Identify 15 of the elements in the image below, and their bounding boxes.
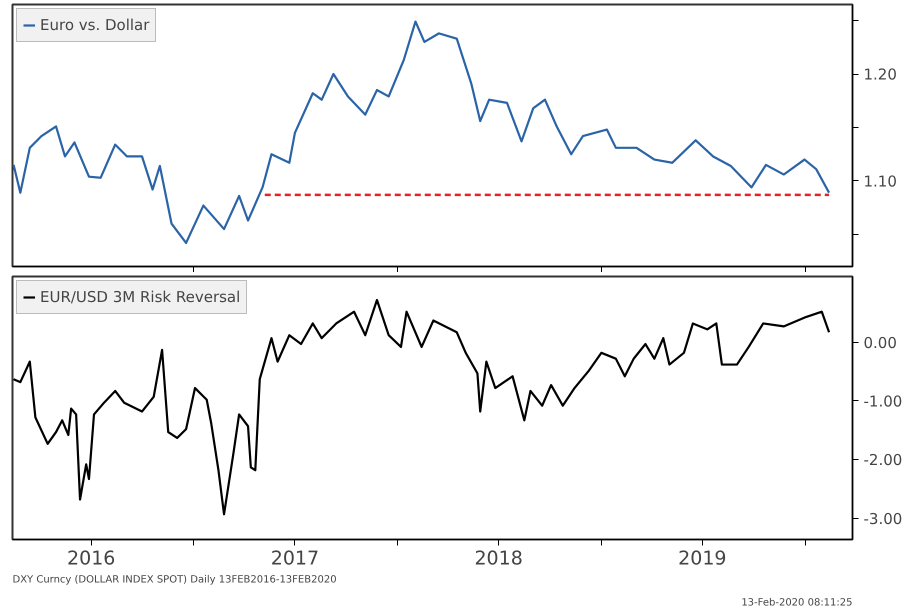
- text: DXY Curncy (DOLLAR INDEX SPOT) Daily 13FEB2016-13FEB2020: [12, 574, 337, 586]
- y-tick-label: -2.00: [864, 451, 902, 470]
- x-tick-label: 2018: [474, 548, 523, 570]
- text: 13-Feb-2020 08:11:25: [741, 598, 852, 608]
- x-tick-label: 2016: [67, 548, 116, 570]
- y-tick-label: 1.20: [864, 66, 897, 84]
- y-tick-label: 0.00: [864, 334, 897, 352]
- line-series: [12, 20, 830, 244]
- x-tick-label: 2017: [270, 548, 320, 570]
- y-tick-label: -1.00: [864, 392, 902, 410]
- y-tick-label: -3.00: [864, 510, 902, 528]
- legend-label: EUR/USD 3M Risk Reversal: [40, 288, 240, 306]
- legend-label: Euro vs. Dollar: [40, 16, 150, 34]
- x-tick-label: 2019: [678, 548, 727, 570]
- y-tick-label: 1.10: [864, 172, 897, 190]
